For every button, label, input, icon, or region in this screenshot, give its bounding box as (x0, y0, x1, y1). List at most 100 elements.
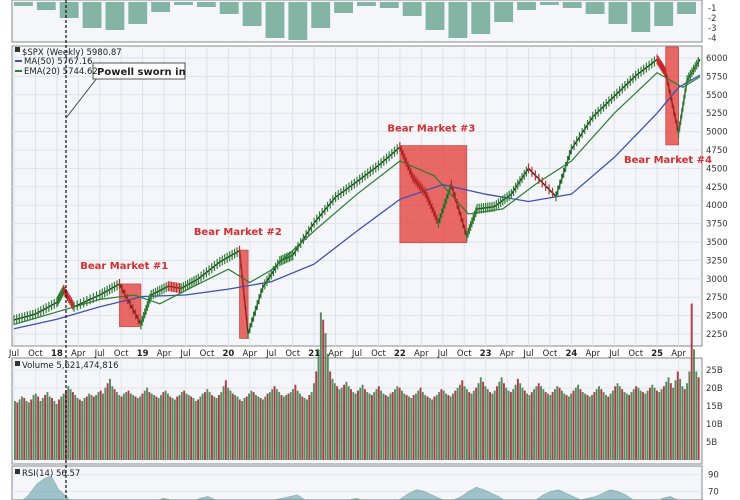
volume-bar (644, 393, 647, 460)
volume-bar (544, 392, 547, 460)
axis-ticks: 6000 5750 5500 5250 5000 4750 4500 4250 4000 3750… (8, 4, 728, 498)
x-tick-label: Jul (94, 349, 105, 359)
powell-callout-line (65, 77, 98, 119)
volume-bar (343, 384, 346, 460)
volume-bar (210, 395, 213, 460)
volume-bar (382, 393, 385, 460)
volume-bar (542, 389, 545, 460)
volume-bar (651, 384, 654, 460)
volume-bar (533, 389, 536, 460)
volume-bar (99, 390, 102, 460)
macd-bar (357, 2, 376, 6)
volume-bar (558, 387, 561, 460)
volume-bar (653, 387, 656, 460)
rsi-panel (11, 465, 703, 500)
volume-bar (491, 393, 494, 460)
price-tick-label: 3750 (706, 220, 728, 230)
x-tick-label: 24 (565, 349, 577, 359)
bear-market-label: Bear Market #2 (194, 227, 282, 238)
volume-bar (150, 393, 153, 460)
volume-bar (139, 396, 142, 460)
volume-bar (176, 396, 179, 460)
x-tick-label: 21 (308, 349, 320, 359)
volume-bar (468, 392, 471, 460)
macd-tick-label: -1 (708, 4, 716, 14)
price-tick-label: 4500 (706, 164, 728, 174)
volume-bar (122, 393, 125, 460)
volume-bar (250, 390, 253, 460)
volume-bar (391, 392, 394, 460)
volume-bar (173, 399, 176, 460)
volume-bar (540, 386, 543, 460)
rsi-line (14, 475, 701, 500)
volume-bar (301, 396, 304, 460)
volume-bar (310, 392, 313, 460)
volume-bar (417, 390, 420, 460)
volume-bar (361, 384, 364, 460)
volume-bar (234, 395, 237, 460)
volume-bar (261, 399, 264, 460)
volume-bar (127, 390, 130, 460)
price-tick-label: 4000 (706, 201, 728, 211)
volume-bar (162, 392, 165, 460)
volume-bar (319, 312, 322, 460)
volume-bar (442, 390, 445, 460)
volume-bar (398, 387, 401, 460)
volume-bar (153, 395, 155, 460)
price-tick-label: 2750 (706, 293, 728, 303)
volume-bar (278, 392, 281, 460)
volume-bar (521, 387, 524, 460)
volume-bar (449, 396, 452, 460)
volume-bar (338, 389, 341, 460)
volume-bar (621, 389, 624, 460)
volume-bar (435, 395, 438, 460)
volume-bar (37, 396, 40, 460)
macd-bar (151, 2, 171, 12)
x-tick-label: 23 (480, 349, 492, 359)
volume-bars (14, 303, 700, 460)
volume-bar (693, 349, 695, 460)
volume-bar (579, 389, 582, 460)
volume-bar (308, 395, 311, 460)
x-tick-label: Jul (351, 349, 362, 359)
volume-bar (296, 390, 299, 460)
legend-ema20: EMA(20) 5744.62 (24, 67, 98, 77)
volume-bar (445, 393, 447, 460)
volume-bar (222, 386, 225, 460)
volume-bar (81, 400, 84, 460)
volume-bar (414, 393, 417, 460)
macd-bar (311, 2, 331, 28)
macd-bar (608, 2, 628, 24)
volume-bar (419, 387, 422, 460)
volume-bar (148, 392, 151, 460)
volume-bar (55, 403, 58, 460)
volume-bar (646, 390, 649, 460)
volume-bar (482, 381, 485, 460)
volume-bar (588, 396, 591, 460)
macd-bar (517, 2, 536, 10)
volume-bar (649, 387, 651, 460)
volume-bar (519, 383, 522, 460)
volume-bar (396, 386, 399, 460)
macd-histogram (14, 2, 696, 40)
volume-bar (625, 393, 628, 460)
powell-callout-box (92, 62, 186, 80)
volume-bar (410, 398, 413, 460)
volume-bar (509, 392, 512, 460)
volume-bar (331, 378, 334, 460)
volume-bar (549, 395, 552, 460)
volume-bar (516, 378, 519, 460)
volume-bar (30, 399, 33, 460)
volume-bar (655, 390, 658, 460)
volume-bar (618, 386, 621, 460)
x-tick-label: Jul (265, 349, 276, 359)
bear-market-label: Bear Market #3 (387, 124, 475, 135)
x-tick-label: 25 (651, 349, 663, 359)
macd-tick-label: -2 (708, 14, 716, 24)
x-tick-label: Jul (522, 349, 533, 359)
volume-bar (317, 349, 320, 460)
volume-bar (287, 393, 290, 460)
volume-bar (363, 389, 366, 460)
volume-bar (523, 390, 526, 460)
volume-bar (78, 399, 81, 460)
